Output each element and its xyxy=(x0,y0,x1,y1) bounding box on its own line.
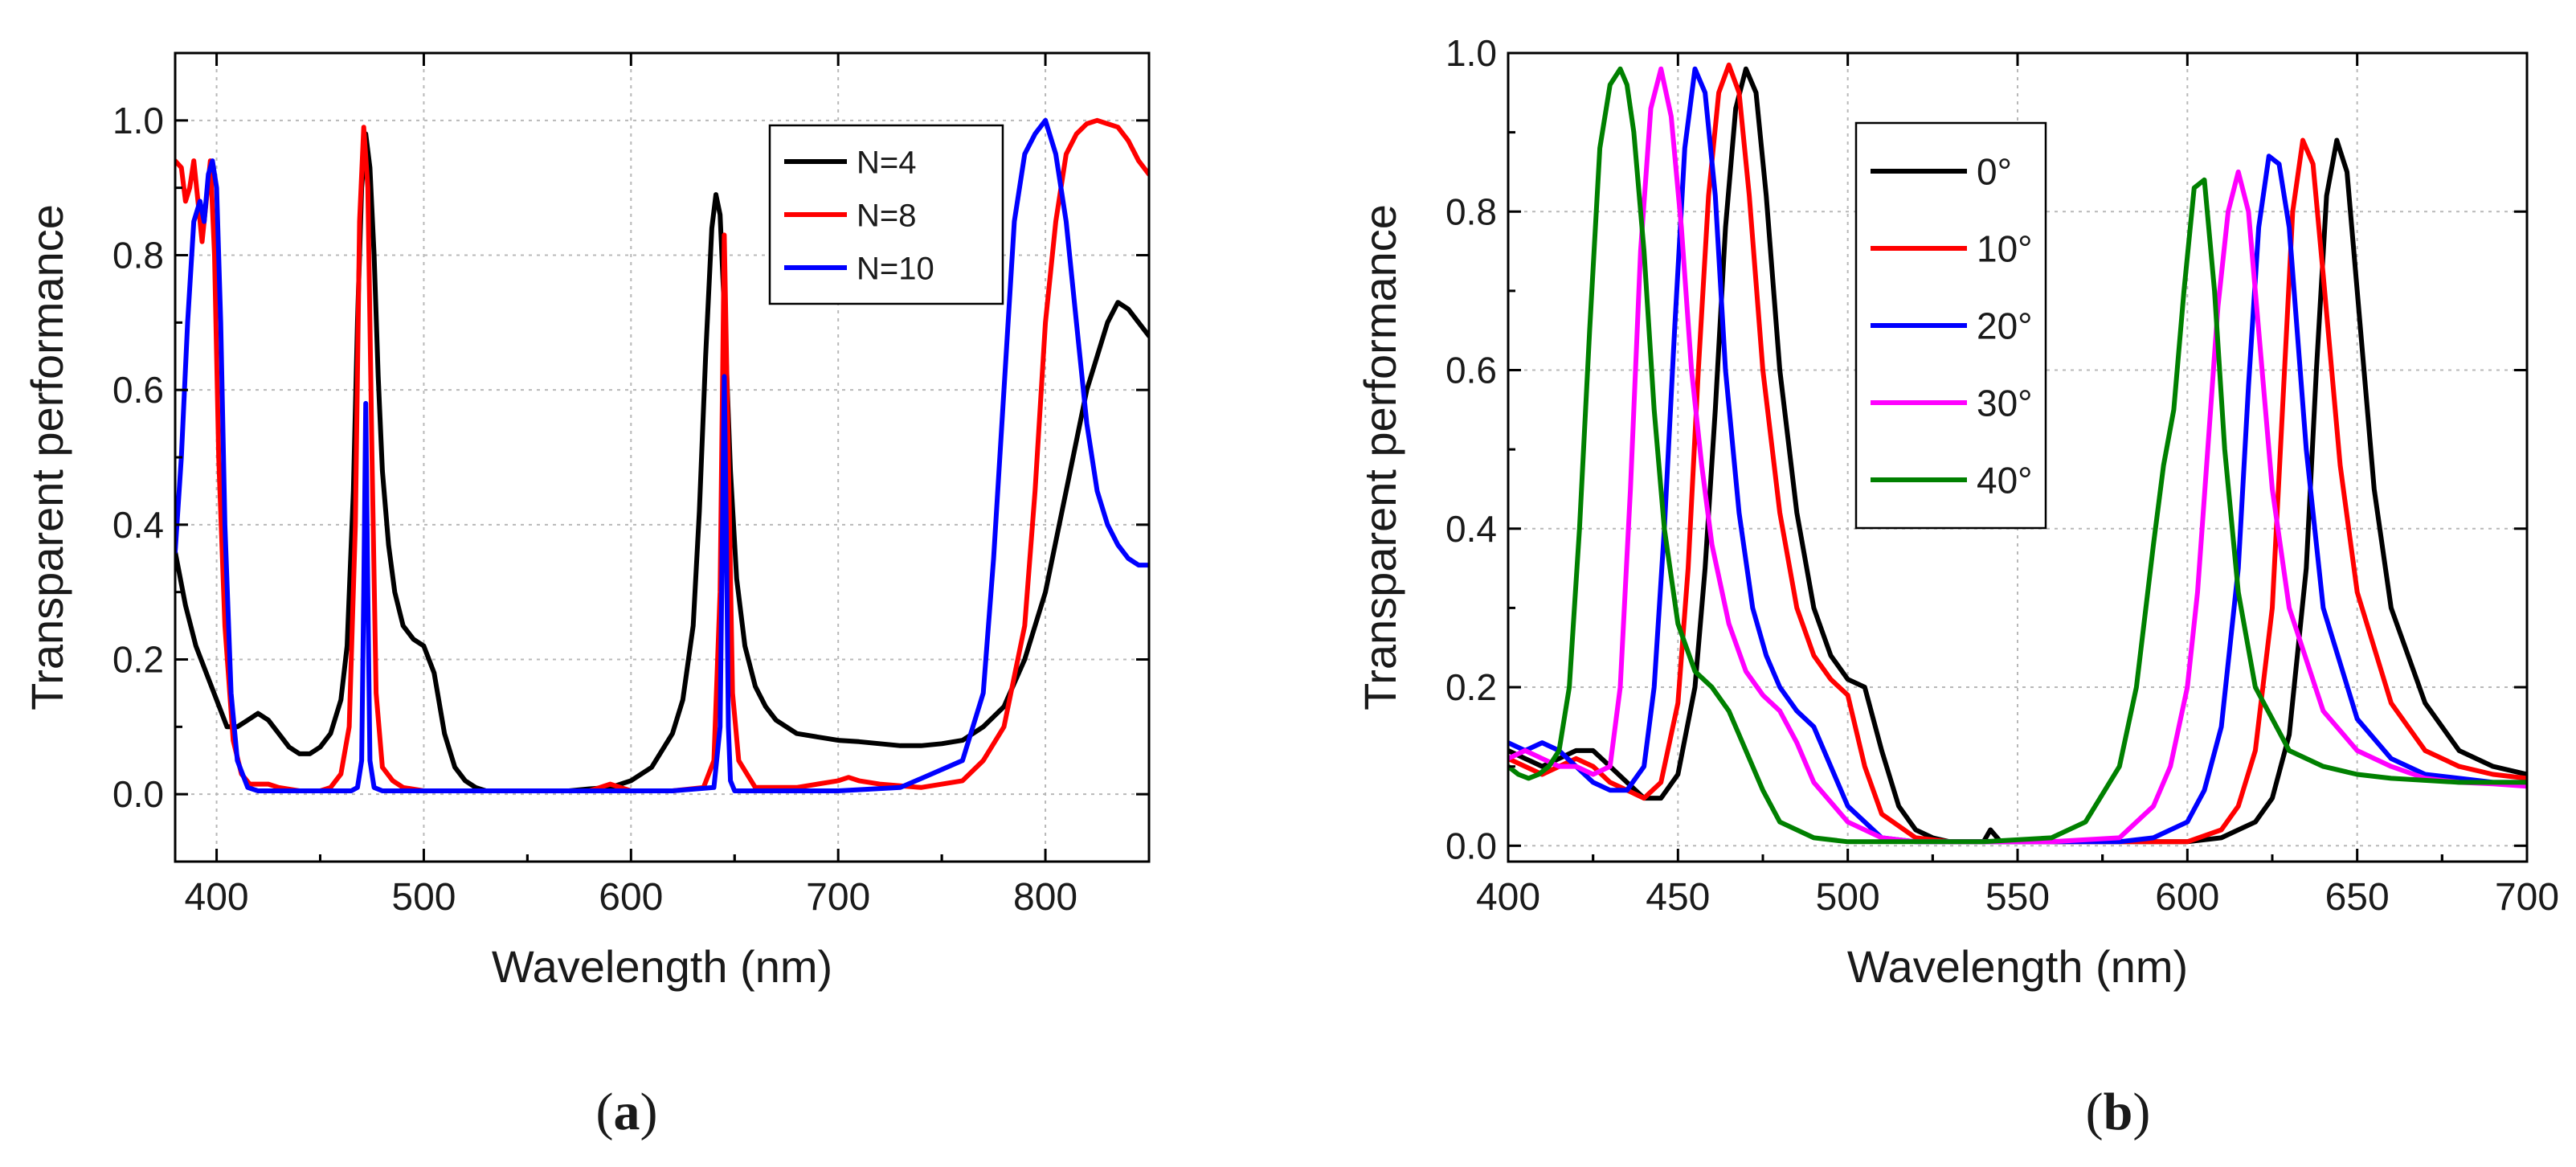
x-tick-label: 650 xyxy=(2325,876,2390,919)
legend-label-0: 0° xyxy=(1977,151,2012,193)
legend-label-4: 40° xyxy=(1977,460,2033,502)
panel-caption: (a) xyxy=(596,1083,658,1141)
panel-caption: (b) xyxy=(2086,1083,2151,1141)
x-axis-label: Wavelength (nm) xyxy=(1847,941,2188,992)
y-tick-label: 0.6 xyxy=(112,369,164,411)
chart-b: 400 450 500 550 600 650 700 0.0 0.2 0.4 0.6 0.8 1.0 W… xyxy=(1355,32,2559,1141)
x-tick-label: 500 xyxy=(391,876,456,919)
y-tick-label: 0.4 xyxy=(1445,508,1497,550)
y-axis-label: Transparent performance xyxy=(22,204,72,710)
series-line-4 xyxy=(1508,66,2527,845)
x-tick-label: 800 xyxy=(1013,876,1077,919)
series-line-2 xyxy=(1508,66,2527,845)
y-axis-label: Transparent performance xyxy=(1355,204,1405,710)
x-tick-label: 400 xyxy=(1476,876,1540,919)
series-line-2 xyxy=(175,117,1149,793)
legend-label-1: 10° xyxy=(1977,228,2033,270)
y-tick-label: 0.8 xyxy=(112,235,164,276)
grid xyxy=(175,53,1149,862)
chart-a: 400 500 600 700 800 0.0 0.2 0.4 0.6 0.8 1.0 Wavelen… xyxy=(22,51,1151,1141)
legend-label-1: N=8 xyxy=(857,198,917,233)
y-tick-label: 0.2 xyxy=(112,639,164,681)
x-tick-label: 700 xyxy=(2495,876,2559,919)
x-tick-label: 500 xyxy=(1816,876,1880,919)
series-group xyxy=(175,117,1149,793)
legend: 0° 10° 20° 30° 40° xyxy=(1854,121,2047,530)
x-tick-label: 700 xyxy=(806,876,870,919)
series-group xyxy=(1508,62,2527,845)
y-tick-label: 0.2 xyxy=(1445,666,1497,708)
series-line-0 xyxy=(1508,66,2527,845)
series-line-3 xyxy=(1508,66,2527,845)
x-tick-label: 600 xyxy=(2155,876,2219,919)
x-tick-label: 400 xyxy=(185,876,249,919)
x-tick-label: 600 xyxy=(599,876,663,919)
y-tick-label: 1.0 xyxy=(112,100,164,141)
legend-label-3: 30° xyxy=(1977,383,2033,424)
y-tick-label: 0.0 xyxy=(1445,825,1497,866)
y-tick-label: 0.0 xyxy=(112,773,164,815)
x-tick-label: 550 xyxy=(1985,876,2050,919)
legend: N=4 N=8 N=10 xyxy=(768,124,1004,305)
x-axis-label: Wavelength (nm) xyxy=(492,941,832,992)
y-tick-label: 1.0 xyxy=(1445,32,1497,74)
series-line-1 xyxy=(1508,62,2527,845)
legend-label-2: 20° xyxy=(1977,305,2033,347)
x-tick-label: 450 xyxy=(1646,876,1710,919)
y-tick-label: 0.4 xyxy=(112,504,164,546)
y-tick-label: 0.6 xyxy=(1445,350,1497,391)
y-tick-label: 0.8 xyxy=(1445,190,1497,232)
legend-label-0: N=4 xyxy=(857,145,917,180)
legend-label-2: N=10 xyxy=(857,251,934,286)
